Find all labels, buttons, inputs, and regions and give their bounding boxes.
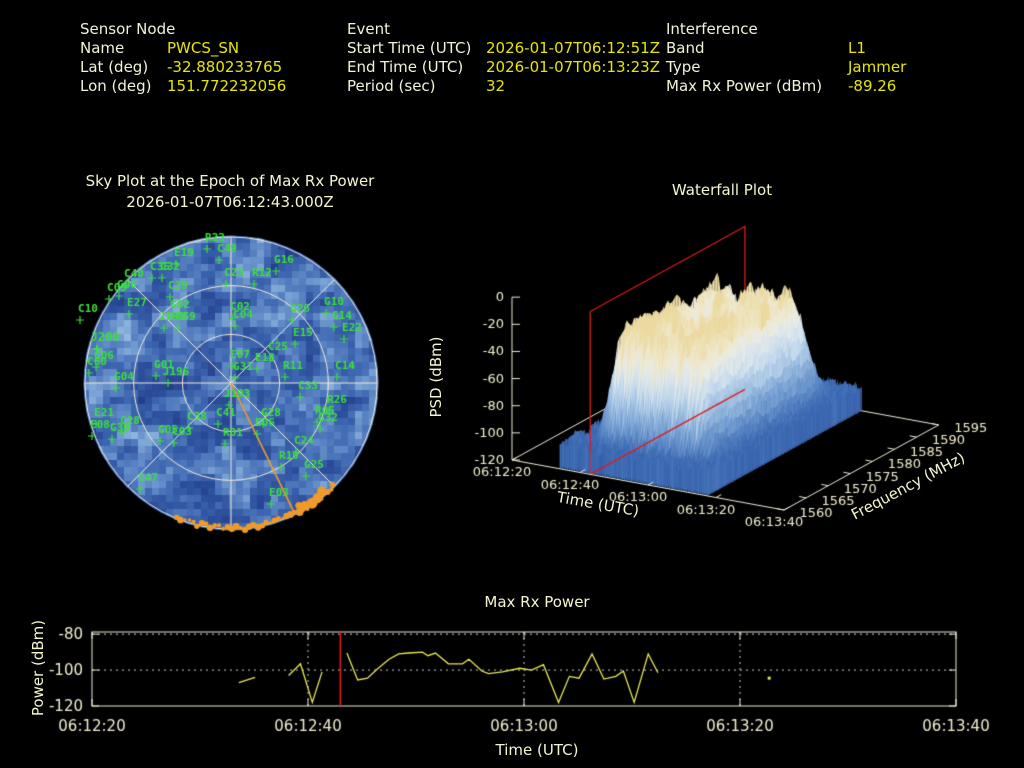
sensor-lat-value: -32.880233765 [167,58,283,76]
interference-band-label: Band [666,39,705,57]
interference-type-value: Jammer [848,58,907,76]
event-panel: Event Start Time (UTC) 2026-01-07T06:12:5… [347,20,660,96]
interference-panel: Interference Band L1 Type Jammer Max Rx Po… [666,20,906,96]
event-period-label: Period (sec) [347,77,436,95]
waterfall-title: Waterfall Plot [671,181,773,199]
event-end-value: 2026-01-07T06:13:23Z [486,58,660,76]
event-start-label: Start Time (UTC) [347,39,472,57]
waterfall-canvas [420,215,1024,560]
event-end-label: End Time (UTC) [347,58,464,76]
interference-type-label: Type [666,58,701,76]
power-plot-canvas [0,580,1024,768]
sensor-lat-label: Lat (deg) [80,58,149,76]
interference-power-value: -89.26 [848,77,897,95]
sensor-name-label: Name [80,39,125,57]
interference-title: Interference [666,20,758,38]
interference-power-label: Max Rx Power (dBm) [666,77,823,95]
interference-band-value: L1 [848,39,866,57]
event-period-value: 32 [486,77,506,95]
sensor-node-title: Sensor Node [80,20,176,38]
skyplot-canvas [40,215,420,545]
skyplot-subtitle: 2026-01-07T06:12:43.000Z [126,193,334,211]
skyplot-title: Sky Plot at the Epoch of Max Rx Power [85,172,375,190]
sensor-name-value: PWCS_SN [167,39,240,57]
sensor-lon-label: Lon (deg) [80,77,152,95]
event-title: Event [347,20,390,38]
sensor-node-panel: Sensor Node Name PWCS_SN Lat (deg) -32.880… [80,20,286,96]
event-start-value: 2026-01-07T06:12:51Z [486,39,660,57]
sensor-lon-value: 151.772232056 [167,77,287,95]
